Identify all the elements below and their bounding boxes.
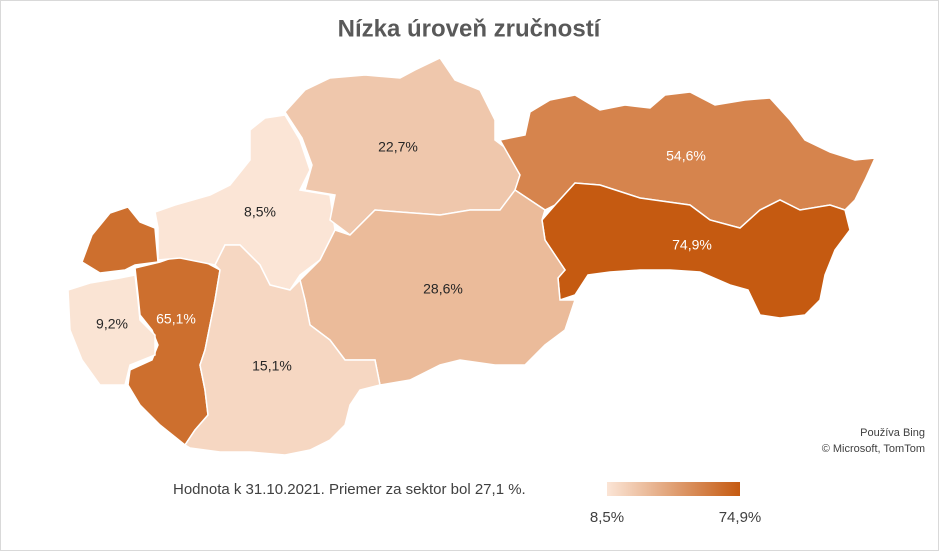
value-label: 65,1%	[156, 311, 196, 327]
attribution: Používa Bing	[860, 427, 925, 439]
map: 65,1% 9,2% 8,5% 22,7% 54,6% 74,9% 28,6% 15,1%	[67, 57, 877, 456]
attribution: © Microsoft, TomTom	[822, 443, 925, 455]
value-label: 22,7%	[378, 139, 418, 155]
colorbar-label: 74,9%	[719, 509, 762, 526]
region	[67, 274, 156, 386]
region	[183, 244, 381, 456]
value-label: 8,5%	[244, 204, 276, 220]
value-label: 54,6%	[666, 148, 706, 164]
value-label: 74,9%	[672, 237, 712, 253]
chart-title: Nízka úroveň zručností	[338, 15, 602, 42]
colorbar	[607, 482, 740, 496]
value-label: 15,1%	[252, 358, 292, 374]
note: Hodnota k 31.10.2021. Priemer za sektor …	[173, 481, 526, 498]
value-label: 9,2%	[96, 316, 128, 332]
value-label: 28,6%	[423, 281, 463, 297]
colorbar-label: 8,5%	[590, 509, 624, 526]
